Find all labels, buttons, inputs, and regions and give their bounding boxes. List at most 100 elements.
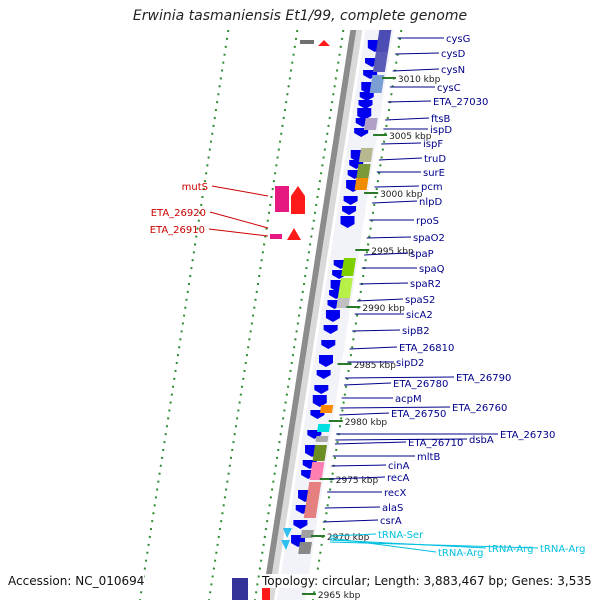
gene-arrow — [321, 340, 336, 349]
trna-label: tRNA-Arg — [540, 544, 585, 555]
feature-box — [312, 445, 328, 461]
gene-leader-line — [334, 441, 407, 445]
trna-label: tRNA-Ser — [378, 530, 424, 541]
tick-label: 2995 kbp — [371, 247, 414, 257]
gene-leader-line — [385, 117, 430, 121]
gene-label: ETA_26920 — [151, 208, 206, 219]
gene-leader-line — [381, 142, 422, 145]
gene-leader-line — [349, 346, 398, 350]
gene-label: truD — [424, 154, 446, 165]
gene-leader-line — [395, 52, 440, 55]
feature-box — [336, 298, 350, 308]
gene-label: ETA_26760 — [452, 403, 507, 414]
gene-arrow — [357, 108, 372, 120]
accession-label: Accession: NC_010694 — [8, 574, 145, 588]
gene-label: mltB — [417, 452, 440, 463]
gene-leader-line — [335, 438, 468, 441]
gene-label: spaO2 — [413, 233, 445, 244]
gene-arrow — [342, 206, 357, 215]
gene-leader-line — [357, 298, 404, 302]
gene-leader-line — [329, 476, 386, 480]
trna-leader-line — [329, 537, 437, 553]
gene-leader-line — [339, 412, 390, 416]
gene-arrow — [343, 196, 358, 205]
gene-leader-line — [387, 100, 432, 103]
gene-label: pcm — [421, 182, 443, 193]
gene-label: cinA — [388, 461, 410, 472]
gene-leader-line — [208, 228, 269, 237]
tick-label: 2970 kbp — [327, 533, 370, 543]
tick-label: 3010 kbp — [398, 75, 441, 85]
gene-arrow — [287, 228, 301, 240]
gene-label: ETA_26730 — [500, 430, 555, 441]
guide-line — [139, 29, 230, 600]
gene-label: mutS — [182, 182, 208, 193]
trna-label: tRNA-Arg — [488, 544, 533, 555]
gene-label: sicA2 — [406, 310, 433, 321]
backbone-line — [262, 30, 357, 600]
gene-mutS-arrow — [291, 186, 305, 214]
gene-arrow — [293, 520, 308, 529]
guide-line — [312, 29, 403, 600]
gene-label: sipB2 — [402, 326, 430, 337]
guide-line — [208, 29, 299, 600]
gene-arrow — [262, 588, 270, 600]
gene-label: recA — [387, 473, 410, 484]
gene-arrow — [318, 40, 330, 46]
gene-box — [270, 234, 282, 239]
gene-leader-line — [364, 252, 409, 256]
trna-leader-line — [329, 533, 377, 537]
feature-box — [319, 405, 334, 413]
gene-label: ETA_26790 — [456, 373, 511, 384]
gene-leader-line — [374, 185, 420, 188]
feature-box — [309, 462, 325, 480]
backbone-shade — [268, 30, 363, 600]
gene-arrow — [340, 216, 355, 228]
gene-label: acpM — [395, 394, 422, 405]
tick-label: 2980 kbp — [345, 418, 388, 428]
tick-label: 2965 kbp — [318, 591, 361, 600]
gene-label: recX — [384, 488, 407, 499]
feature-box — [303, 482, 322, 518]
gene-label: ftsB — [431, 114, 450, 125]
gene-leader-line — [340, 406, 451, 409]
gene-label: alaS — [382, 503, 403, 514]
gene-arrow — [325, 310, 340, 322]
gene-arrow — [314, 385, 329, 394]
gene-leader-line — [352, 329, 401, 332]
feature-box — [298, 542, 312, 554]
gene-arrow — [312, 395, 327, 407]
gene-leader-line — [366, 236, 412, 239]
gene-label: cysC — [437, 83, 461, 94]
gene-leader-line — [322, 519, 379, 523]
trna-leader-line — [329, 541, 539, 549]
gene-leader-line — [324, 506, 381, 509]
tick-label: 2990 kbp — [362, 304, 405, 314]
gene-arrow — [354, 128, 369, 137]
gene-leader-line — [392, 68, 440, 72]
gene-label: spaS2 — [405, 295, 435, 306]
feature-box — [354, 178, 369, 190]
gene-label: cysD — [441, 49, 466, 60]
feature-box — [372, 52, 388, 72]
feature-box — [375, 30, 392, 52]
genome-summary: Topology: circular; Length: 3,883,467 bp… — [262, 574, 592, 588]
gene-label: ETA_26910 — [150, 225, 205, 236]
gene-leader-line — [209, 211, 269, 229]
gene-label: dsbA — [469, 435, 494, 446]
feature-box — [363, 118, 378, 130]
gene-label: ETA_26750 — [391, 409, 446, 420]
feature-box — [337, 278, 353, 298]
feature-box — [315, 436, 329, 442]
gene-leader-line — [378, 157, 423, 161]
gene-arrow — [316, 370, 331, 379]
gene-label: cysN — [441, 65, 465, 76]
guide-line — [254, 29, 345, 600]
gene-label: ispD — [430, 125, 452, 136]
gene-label: ETA_26780 — [393, 379, 448, 390]
feature-box — [317, 424, 331, 432]
gene-label: rpoS — [416, 216, 439, 227]
tick-label: 2985 kbp — [354, 361, 397, 371]
